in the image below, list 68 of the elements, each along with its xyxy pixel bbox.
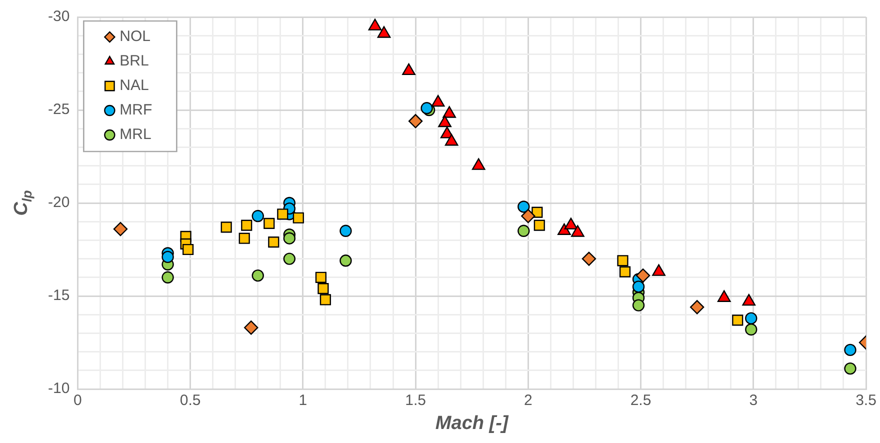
point xyxy=(292,212,304,224)
point xyxy=(745,312,758,324)
point xyxy=(442,106,456,118)
point xyxy=(162,250,174,264)
y-tick-label: -15 xyxy=(48,287,70,304)
point xyxy=(283,252,296,265)
point xyxy=(518,200,530,213)
point xyxy=(636,268,650,283)
x-tick-label: 0 xyxy=(74,392,82,410)
point xyxy=(732,314,744,326)
y-tick-label: -10 xyxy=(48,380,70,398)
point xyxy=(632,280,645,293)
x-tick-label: 2.5 xyxy=(630,392,652,410)
point xyxy=(690,300,704,314)
point xyxy=(252,269,264,282)
point xyxy=(162,271,174,284)
point xyxy=(844,362,856,375)
point xyxy=(368,18,382,30)
x-tick-label: 3 xyxy=(749,392,758,410)
point xyxy=(277,208,288,220)
point xyxy=(420,102,433,114)
y-tick-label: -25 xyxy=(48,101,70,118)
point xyxy=(534,220,545,231)
point xyxy=(444,134,458,146)
point xyxy=(632,299,645,312)
point xyxy=(582,252,596,266)
point xyxy=(745,323,758,336)
point xyxy=(440,126,454,138)
point xyxy=(283,232,296,244)
point xyxy=(315,272,326,283)
point xyxy=(844,344,856,356)
x-tick-label: 0.5 xyxy=(180,392,201,410)
point xyxy=(264,218,275,230)
point xyxy=(252,210,264,222)
point xyxy=(244,320,258,335)
point xyxy=(220,222,232,233)
point xyxy=(431,94,445,107)
legend-label: BRL xyxy=(120,52,149,70)
legend-label: NAL xyxy=(120,77,149,94)
point xyxy=(617,255,628,266)
y-axis-title: Clp xyxy=(11,190,34,216)
point xyxy=(408,114,423,128)
point xyxy=(438,115,452,128)
point xyxy=(340,224,352,237)
x-tick-label: 1 xyxy=(298,392,308,410)
point xyxy=(619,266,631,278)
x-tick-label: 2 xyxy=(524,392,532,410)
point xyxy=(402,63,416,76)
point xyxy=(238,232,250,244)
point xyxy=(113,222,128,236)
point xyxy=(377,26,391,38)
point xyxy=(472,158,486,170)
x-tick-label: 1.5 xyxy=(405,392,426,410)
point xyxy=(182,244,194,256)
point xyxy=(340,254,352,267)
point xyxy=(318,283,329,294)
point xyxy=(518,224,530,237)
y-tick-label: -30 xyxy=(48,8,70,26)
legend-label: NOL xyxy=(120,28,151,46)
point xyxy=(241,220,252,231)
legend-label: MRF xyxy=(120,102,152,119)
legend-label: MRL xyxy=(120,126,152,144)
point xyxy=(320,294,331,306)
x-axis-title: Mach [-] xyxy=(435,413,509,434)
point xyxy=(268,236,280,248)
y-tick-label: -20 xyxy=(48,194,70,212)
point xyxy=(521,208,536,224)
x-tick-label: 3.5 xyxy=(856,392,876,410)
